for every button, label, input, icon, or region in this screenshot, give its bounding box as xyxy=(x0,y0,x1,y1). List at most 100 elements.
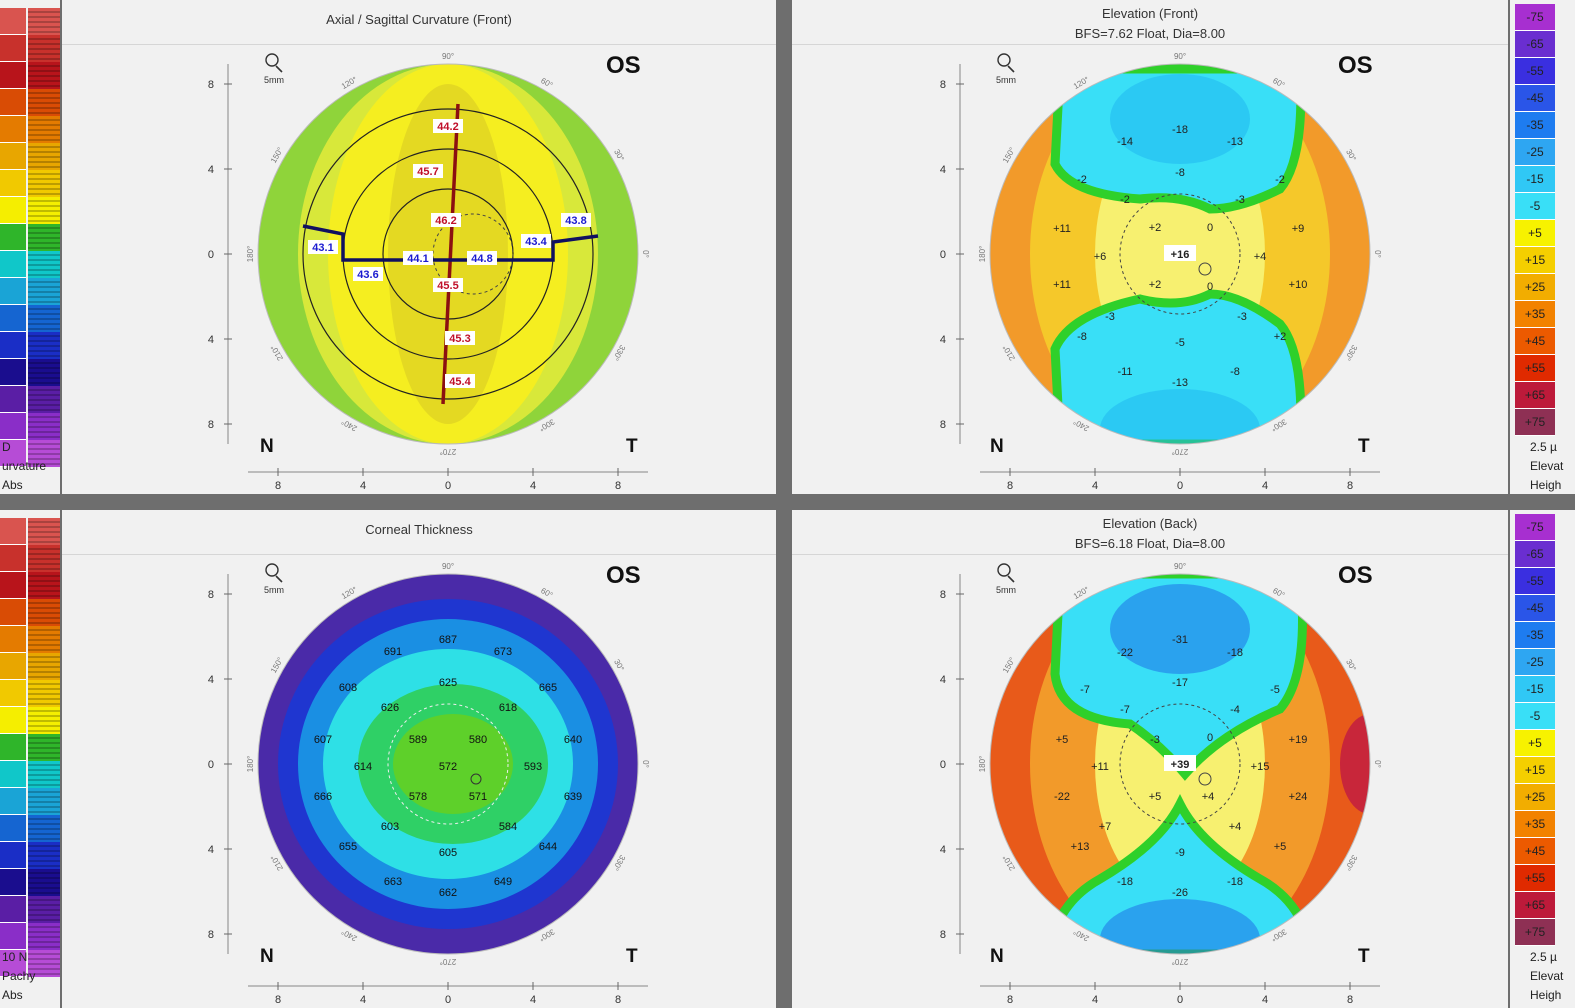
thickness-value: 589 xyxy=(409,734,427,746)
angle-label: 0° xyxy=(1373,250,1382,258)
scale-caption: Pachy xyxy=(2,969,36,983)
scale-swatch: +35 xyxy=(1515,301,1555,328)
scale-caption: Elevat xyxy=(1530,459,1564,473)
eye-label: OS xyxy=(606,562,641,589)
zoom-icon[interactable]: 5mm xyxy=(264,53,284,85)
elevation-value: -11 xyxy=(1117,366,1132,378)
header-divider xyxy=(62,44,776,45)
x-tick-label: 0 xyxy=(1177,480,1183,492)
scale-swatch: +65 xyxy=(1515,382,1555,409)
y-tick-label: 4 xyxy=(940,844,946,856)
scale-swatch xyxy=(0,707,26,734)
scale-swatch xyxy=(0,62,26,89)
scale-bar xyxy=(28,572,60,599)
corneal-thickness-panel[interactable]: Corneal Thickness OS N T 5mm 8 4 0 4 8 8 4 0 4 8 90° 60°… xyxy=(62,510,776,1008)
scale-swatch: -75 xyxy=(1515,514,1555,541)
scale-bar xyxy=(28,440,60,467)
elevation-value: +15 xyxy=(1251,761,1270,773)
svg-text:+16: +16 xyxy=(1171,249,1190,261)
angle-label: 0° xyxy=(1373,760,1382,768)
scale-swatch xyxy=(0,518,26,545)
header-divider xyxy=(792,554,1508,555)
elevation-value: +19 xyxy=(1289,734,1308,746)
scale-swatch: +45 xyxy=(1515,838,1555,865)
x-tick-label: 0 xyxy=(445,994,451,1006)
scale-bar xyxy=(28,869,60,896)
panel-title: Axial / Sagittal Curvature (Front) xyxy=(326,12,512,27)
svg-text:43.1: 43.1 xyxy=(312,242,333,254)
scale-bar xyxy=(28,545,60,572)
zoom-icon[interactable]: 5mm xyxy=(264,563,284,595)
scale-bar xyxy=(28,224,60,251)
elevation-value: -3 xyxy=(1235,194,1245,206)
axis-grid: 8 4 0 4 8 8 4 0 4 8 xyxy=(940,574,1380,1006)
y-tick-label: 8 xyxy=(208,419,214,431)
y-tick-label: 8 xyxy=(940,79,946,91)
zoom-label: 5mm xyxy=(264,585,284,595)
curvature-value: 43.1 xyxy=(308,240,338,254)
angle-label: 90° xyxy=(1174,52,1186,61)
elevation-value: +6 xyxy=(1094,251,1107,263)
x-tick-label: 8 xyxy=(1007,994,1013,1006)
angle-label: 90° xyxy=(1174,562,1186,571)
scale-swatch: +55 xyxy=(1515,865,1555,892)
angle-label: 180° xyxy=(246,246,255,263)
thickness-value: 625 xyxy=(439,677,457,689)
nasal-label: N xyxy=(260,946,274,967)
scale-bar xyxy=(28,815,60,842)
y-tick-label: 0 xyxy=(940,759,946,771)
scale-swatch xyxy=(0,869,26,896)
elevation-value: +2 xyxy=(1149,279,1162,291)
color-map xyxy=(990,64,1370,444)
elevation-value: -18 xyxy=(1172,124,1188,136)
scale-swatch xyxy=(0,950,26,977)
zoom-icon[interactable]: 5mm xyxy=(996,53,1016,85)
elevation-value: -13 xyxy=(1227,136,1243,148)
elevation-value: -5 xyxy=(1270,684,1280,696)
zoom-icon[interactable]: 5mm xyxy=(996,563,1016,595)
elevation-value: -31 xyxy=(1172,634,1188,646)
scale-caption: 2.5 µ xyxy=(1530,440,1557,454)
axis-grid: 8 4 0 4 8 8 4 0 4 8 xyxy=(940,64,1380,492)
panel-title: Elevation (Back) xyxy=(1102,516,1198,531)
elevation-value: +24 xyxy=(1289,791,1308,803)
elevation-value: +2 xyxy=(1149,222,1162,234)
y-tick-label: 8 xyxy=(940,929,946,941)
thickness-value: 571 xyxy=(469,791,487,803)
elevation-value: -3 xyxy=(1105,311,1115,323)
y-tick-label: 4 xyxy=(208,164,214,176)
x-tick-label: 4 xyxy=(530,994,536,1006)
angle-label: 270° xyxy=(440,447,457,456)
elevation-value: -5 xyxy=(1175,337,1185,349)
elevation-value: +11 xyxy=(1091,761,1109,773)
elevation-value: +5 xyxy=(1274,841,1287,853)
scale-swatch xyxy=(0,626,26,653)
svg-text:43.8: 43.8 xyxy=(565,215,586,227)
header-divider xyxy=(792,44,1508,45)
x-tick-label: 8 xyxy=(275,994,281,1006)
scale-swatch xyxy=(0,8,26,35)
scale-bar xyxy=(28,896,60,923)
thickness-value: 626 xyxy=(381,702,399,714)
axial-curvature-panel[interactable]: Axial / Sagittal Curvature (Front) OS N T 5m… xyxy=(62,0,776,494)
scale-swatch: -5 xyxy=(1515,703,1555,730)
scale-swatch xyxy=(0,923,26,950)
right-color-scale-bottom: -75 -65 -55 -45 -35 -25 -15 -5 +5 +15 +25 +35 +45 +55… xyxy=(1510,510,1575,1008)
elevation-value: -8 xyxy=(1175,167,1185,179)
center-value: +16 xyxy=(1164,245,1196,261)
elevation-value: +4 xyxy=(1229,821,1242,833)
scale-swatch xyxy=(0,599,26,626)
elevation-value: -8 xyxy=(1077,331,1087,343)
thickness-value: 691 xyxy=(384,646,402,658)
elevation-value: -18 xyxy=(1227,647,1243,659)
right-color-scale-top: -75 -65 -55 -45 -35 -25 -15 -5 +5 +15 +25 +35 +45 +55… xyxy=(1510,0,1575,494)
angle-label: 270° xyxy=(1172,957,1189,966)
zoom-label: 5mm xyxy=(996,75,1016,85)
elevation-front-panel[interactable]: Elevation (Front) BFS=7.62 Float, Dia=8.0… xyxy=(792,0,1508,494)
scale-caption: 2.5 µ xyxy=(1530,950,1557,964)
elevation-back-panel[interactable]: Elevation (Back) BFS=6.18 Float, Dia=8.00… xyxy=(792,510,1508,1008)
